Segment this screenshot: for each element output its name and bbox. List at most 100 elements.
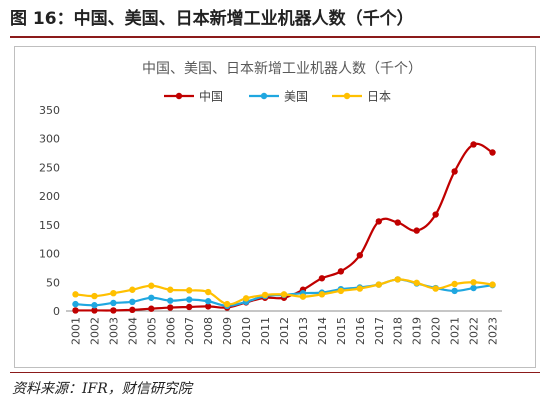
x-tick-label-2004: 2004 [126,317,139,345]
figure-title: 图 16：中国、美国、日本新增工业机器人数（千个） [10,9,414,29]
data-point-1-5 [167,297,174,304]
legend-item-0: 中国 [164,89,223,104]
x-tick-label-2008: 2008 [202,317,215,345]
y-tick-label-3: 150 [39,219,60,232]
x-tick-label-2015: 2015 [335,317,348,345]
data-point-0-16 [375,218,382,225]
data-point-0-7 [204,303,212,310]
data-point-0-21 [470,141,477,148]
data-point-2-5 [167,286,174,293]
data-point-1-21 [470,284,477,292]
chart-border [14,46,536,368]
data-point-2-1 [91,292,98,300]
data-point-2-15 [356,285,364,292]
x-tick-label-2002: 2002 [88,317,101,345]
legend-marker-0 [175,92,183,100]
data-point-0-15 [356,252,364,259]
data-point-2-18 [413,279,420,287]
source-note: 资料来源：IFR，财信研究院 [12,381,192,397]
data-point-2-10 [261,291,269,299]
chart-area: 中国、美国、日本新增工业机器人数（千个） 中国 美国 日本 0 50 100 150 200… [14,46,536,368]
x-tick-label-2016: 2016 [354,317,367,345]
data-point-0-0 [72,307,79,314]
data-point-0-4 [148,305,155,312]
legend-label-0: 中国 [199,89,223,104]
x-tick-label-2023: 2023 [487,317,500,345]
x-tick-label-2019: 2019 [411,317,424,345]
x-tick-label-2010: 2010 [240,317,253,345]
x-tick-label-2012: 2012 [278,317,291,345]
x-tick-label-2017: 2017 [373,317,386,345]
data-point-1-20 [451,287,458,295]
legend-marker-1 [260,92,268,100]
data-point-2-4 [148,282,155,289]
legend-label-2: 日本 [367,90,391,104]
series-2 [72,276,496,308]
legend-label-1: 美国 [284,90,308,104]
x-tick-label-2013: 2013 [297,317,310,345]
line-chart: 中国、美国、日本新增工业机器人数（千个） 中国 美国 日本 0 50 100 150 200… [14,46,536,368]
data-point-1-2 [110,299,117,307]
data-point-1-3 [129,298,136,306]
y-tick-label-0: 0 [53,305,60,318]
data-point-2-12 [299,293,307,300]
legend: 中国 美国 日本 [164,89,391,104]
data-point-2-0 [72,291,79,298]
data-point-0-13 [318,275,326,282]
data-point-1-4 [148,294,155,301]
x-tick-label-2011: 2011 [259,317,272,345]
x-tick-label-2022: 2022 [468,317,481,345]
x-tick-label-2005: 2005 [145,317,158,345]
data-point-2-11 [280,291,288,298]
data-point-2-3 [129,286,136,293]
y-tick-label-5: 250 [39,161,60,174]
x-tick-label-2018: 2018 [392,317,405,345]
x-tick-label-2009: 2009 [221,317,234,345]
data-point-1-1 [91,302,98,309]
x-tick-label-2003: 2003 [107,317,120,345]
y-tick-label-4: 200 [39,190,60,203]
data-point-2-8 [223,300,231,308]
data-point-2-20 [451,280,458,288]
x-tick-label-2001: 2001 [69,317,82,345]
data-point-0-19 [432,211,439,218]
footer-divider [10,372,540,373]
data-point-1-6 [186,296,193,303]
x-axis: 2001 2002 2003 2004 2005 2006 2007 2008 2009 2010… [66,310,502,345]
chart-title: 中国、美国、日本新增工业机器人数（千个） [142,61,422,77]
data-point-1-0 [72,300,79,308]
plot-area [72,141,496,314]
data-point-0-5 [167,304,174,311]
data-point-0-22 [489,149,496,156]
data-point-2-16 [375,281,382,288]
legend-item-2: 日本 [332,90,391,104]
data-point-2-22 [489,281,496,288]
data-point-0-17 [394,219,401,226]
y-tick-label-2: 100 [39,248,60,261]
y-tick-label-7: 350 [39,104,60,117]
data-point-2-14 [337,287,345,295]
x-tick-label-2007: 2007 [183,317,196,345]
legend-marker-2 [343,92,351,100]
data-point-0-18 [413,227,420,234]
data-point-2-13 [318,291,326,298]
data-point-0-3 [129,306,136,314]
x-tick-label-2021: 2021 [449,317,462,345]
data-point-0-6 [186,303,193,311]
data-point-0-1 [91,307,98,314]
data-point-2-21 [470,279,477,286]
data-point-0-20 [451,168,458,175]
data-point-2-19 [432,285,439,292]
y-axis: 0 50 100 150 200 250 300 350 [39,104,60,318]
data-point-2-9 [242,295,250,302]
data-point-0-14 [337,268,345,275]
y-tick-label-1: 50 [46,276,60,289]
data-point-2-6 [186,287,193,294]
legend-item-1: 美国 [249,90,308,104]
data-point-2-17 [394,276,401,283]
data-point-2-7 [204,288,212,296]
data-point-1-7 [204,298,212,305]
x-tick-label-2020: 2020 [430,317,443,345]
data-point-2-2 [110,289,117,297]
data-point-0-2 [110,307,117,314]
